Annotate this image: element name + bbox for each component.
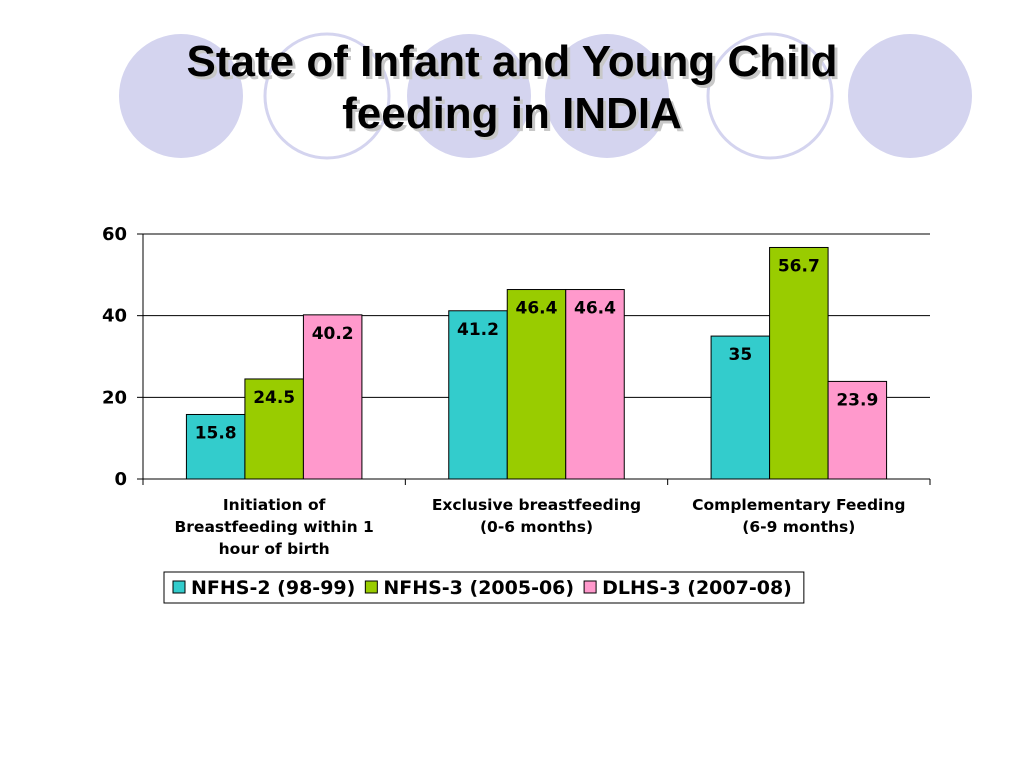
legend-box	[163, 571, 805, 604]
bar	[710, 335, 771, 480]
category-label-line: hour of birth	[219, 540, 330, 558]
bar	[302, 314, 363, 480]
legend: NFHS-2 (98-99) NFHS-3 (2005-06) DLHS-3 (20…	[163, 571, 805, 604]
decor-circle-3	[407, 34, 531, 158]
bar	[769, 246, 829, 480]
category-label-line: Breastfeeding within 1	[174, 518, 373, 536]
title-line-1: State of Infant and Young Child	[186, 37, 838, 86]
y-tick-label: 0	[114, 469, 127, 490]
category-label-line: Initiation of	[223, 496, 326, 514]
decor-circle-1	[119, 34, 243, 158]
bars	[185, 246, 888, 480]
title-line-2: feeding in INDIA	[342, 89, 682, 138]
legend-swatch	[172, 580, 186, 594]
slide-decoration	[119, 32, 972, 160]
y-tick-label: 40	[102, 306, 127, 327]
decor-circle-5	[706, 32, 834, 160]
legend-label: NFHS-3 (2005-06)	[383, 577, 574, 599]
data-label: 23.9	[836, 390, 878, 410]
category-label-line: Complementary Feeding	[692, 496, 905, 514]
data-label: 35	[728, 345, 752, 365]
bar	[506, 289, 567, 480]
category-label-line: (6-9 months)	[742, 518, 855, 536]
category-label-line: (0-6 months)	[480, 518, 593, 536]
data-labels: 15.8 24.5 40.2 41.2 46.4 46.4 35 56.7 23.9	[195, 256, 879, 443]
bar	[565, 289, 625, 480]
y-axis-ticks: 0 20 40 60	[102, 224, 143, 490]
category-label: Exclusive breastfeeding (0-6 months)	[432, 496, 641, 536]
legend-label: DLHS-3 (2007-08)	[602, 577, 792, 599]
category-label: Initiation of Breastfeeding within 1 hour …	[174, 496, 373, 558]
data-label: 40.2	[312, 324, 354, 344]
data-label: 46.4	[516, 299, 558, 319]
legend-swatch	[583, 580, 597, 594]
data-label: 56.7	[778, 256, 820, 276]
data-label: 41.2	[457, 320, 499, 340]
y-tick-label: 60	[102, 224, 127, 245]
category-label-line: Exclusive breastfeeding	[432, 496, 641, 514]
decor-circle-4	[545, 34, 669, 158]
legend-label: NFHS-2 (98-99)	[191, 577, 355, 599]
category-labels: Initiation of Breastfeeding within 1 hour …	[174, 496, 905, 558]
bar	[827, 380, 888, 480]
decor-circle-6	[848, 34, 972, 158]
y-tick-label: 20	[102, 387, 127, 408]
data-label: 24.5	[253, 388, 295, 408]
bar	[185, 413, 246, 480]
data-label: 15.8	[195, 423, 237, 443]
category-label: Complementary Feeding (6-9 months)	[692, 496, 905, 536]
legend-swatch	[364, 580, 378, 594]
axes	[142, 234, 931, 485]
decor-circle-2	[263, 32, 391, 160]
data-label: 46.4	[574, 299, 616, 319]
slide-title: State of Infant and Young Child feeding …	[0, 36, 1024, 140]
